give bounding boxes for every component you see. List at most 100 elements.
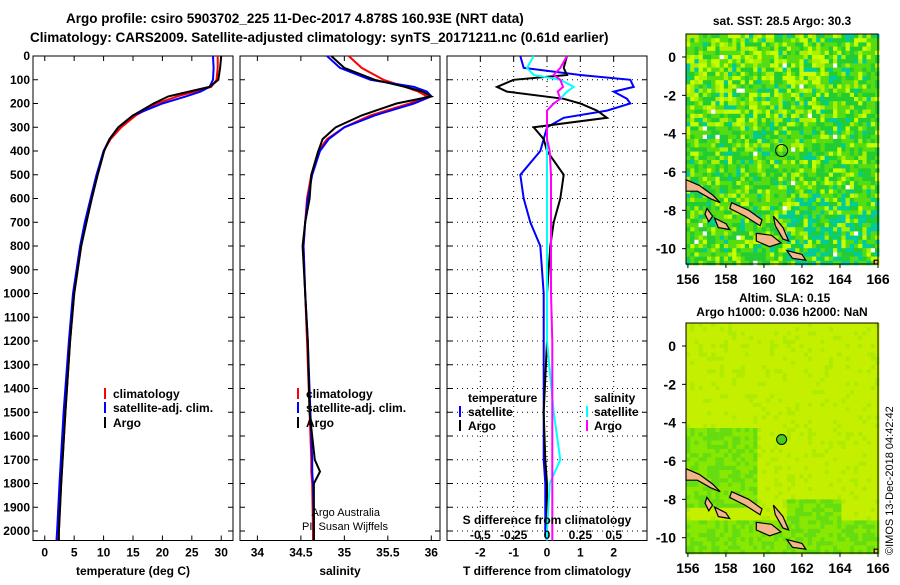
map-cell bbox=[820, 80, 825, 85]
map-cell bbox=[862, 428, 867, 433]
map-cell bbox=[732, 101, 737, 106]
map-cell bbox=[770, 483, 775, 488]
map-cell bbox=[833, 55, 838, 60]
map-cell bbox=[724, 436, 729, 441]
map-cell bbox=[720, 344, 725, 349]
map-cell bbox=[762, 487, 767, 492]
map-cell bbox=[846, 331, 851, 336]
map-cell bbox=[707, 42, 712, 47]
map-cell bbox=[749, 164, 754, 169]
map-cell bbox=[846, 42, 851, 47]
map-cell bbox=[867, 491, 872, 496]
map-cell bbox=[741, 51, 746, 56]
map-cell bbox=[820, 185, 825, 190]
map-cell bbox=[858, 478, 863, 483]
map-cell bbox=[694, 331, 699, 336]
map-cell bbox=[841, 257, 846, 262]
map-cell bbox=[707, 386, 712, 391]
map-cell bbox=[720, 47, 725, 52]
annotation-text: PI: Susan Wijffels bbox=[302, 521, 388, 533]
map-cell bbox=[694, 160, 699, 165]
legend-label: climatology bbox=[306, 387, 373, 401]
map-cell bbox=[871, 97, 876, 102]
map-cell bbox=[707, 365, 712, 370]
map-cell bbox=[770, 487, 775, 492]
map-cell bbox=[837, 357, 842, 362]
map-cell bbox=[854, 168, 859, 173]
map-cell bbox=[690, 105, 695, 110]
map-cell bbox=[711, 223, 716, 228]
map-cell bbox=[766, 357, 771, 362]
map-cell bbox=[749, 240, 754, 245]
map-cell bbox=[787, 76, 792, 81]
map-cell bbox=[854, 466, 859, 471]
map-cell bbox=[783, 168, 788, 173]
map-cell bbox=[867, 331, 872, 336]
map-cell bbox=[770, 399, 775, 404]
map-cell bbox=[703, 357, 708, 362]
map-cell bbox=[846, 236, 851, 241]
map-cell bbox=[791, 449, 796, 454]
map-cell bbox=[820, 47, 825, 52]
map-cell bbox=[791, 131, 796, 136]
map-cell bbox=[749, 415, 754, 420]
map-cell bbox=[875, 411, 880, 416]
map-cell bbox=[850, 378, 855, 383]
map-cell bbox=[694, 139, 699, 144]
map-cell bbox=[841, 84, 846, 89]
map-cell bbox=[749, 181, 754, 186]
map-cell bbox=[837, 361, 842, 366]
map-cell bbox=[816, 223, 821, 228]
map-cell bbox=[867, 483, 872, 488]
map-cell bbox=[829, 240, 834, 245]
map-cell bbox=[762, 114, 767, 119]
x-tick-label: -2 bbox=[475, 546, 486, 560]
map-cell bbox=[732, 152, 737, 157]
map-cell bbox=[829, 181, 834, 186]
map-cell bbox=[829, 135, 834, 140]
map-cell bbox=[841, 51, 846, 56]
map-cell bbox=[850, 202, 855, 207]
map-cell bbox=[862, 457, 867, 462]
map-cell bbox=[783, 495, 788, 500]
map-cell bbox=[854, 441, 859, 446]
map-cell bbox=[799, 470, 804, 475]
map-cell bbox=[862, 336, 867, 341]
map-cell bbox=[703, 240, 708, 245]
map-cell bbox=[825, 223, 830, 228]
map-cell bbox=[837, 236, 842, 241]
map-cell bbox=[690, 504, 695, 509]
map-cell bbox=[867, 223, 872, 228]
map-cell bbox=[837, 323, 842, 328]
map-cell bbox=[778, 194, 783, 199]
map-cell bbox=[690, 51, 695, 56]
map-cell bbox=[720, 206, 725, 211]
map-cell bbox=[787, 491, 792, 496]
map-cell bbox=[816, 344, 821, 349]
x-tick-label: 30 bbox=[215, 546, 229, 560]
map-cell bbox=[741, 126, 746, 130]
map-cell bbox=[846, 38, 851, 43]
map-cell bbox=[858, 432, 863, 437]
map-cell bbox=[795, 131, 800, 136]
map-cell bbox=[816, 365, 821, 370]
map-cell bbox=[774, 131, 779, 136]
map-cell bbox=[867, 110, 872, 115]
map-cell bbox=[816, 257, 821, 262]
map-cell bbox=[841, 508, 846, 513]
series-line-climatology bbox=[304, 56, 428, 541]
map-cell bbox=[875, 474, 880, 479]
map-cell bbox=[799, 512, 804, 517]
map-cell bbox=[715, 63, 720, 68]
map-cell bbox=[753, 445, 758, 450]
map-cell bbox=[820, 135, 825, 140]
map-cell bbox=[850, 508, 855, 513]
map-cell bbox=[846, 72, 851, 77]
map-cell bbox=[686, 252, 691, 257]
map-cell bbox=[770, 361, 775, 366]
map-cell bbox=[778, 470, 783, 475]
map-cell bbox=[690, 327, 695, 332]
map-cell bbox=[745, 126, 750, 130]
map-cell bbox=[762, 344, 767, 349]
map-cell bbox=[833, 240, 838, 245]
